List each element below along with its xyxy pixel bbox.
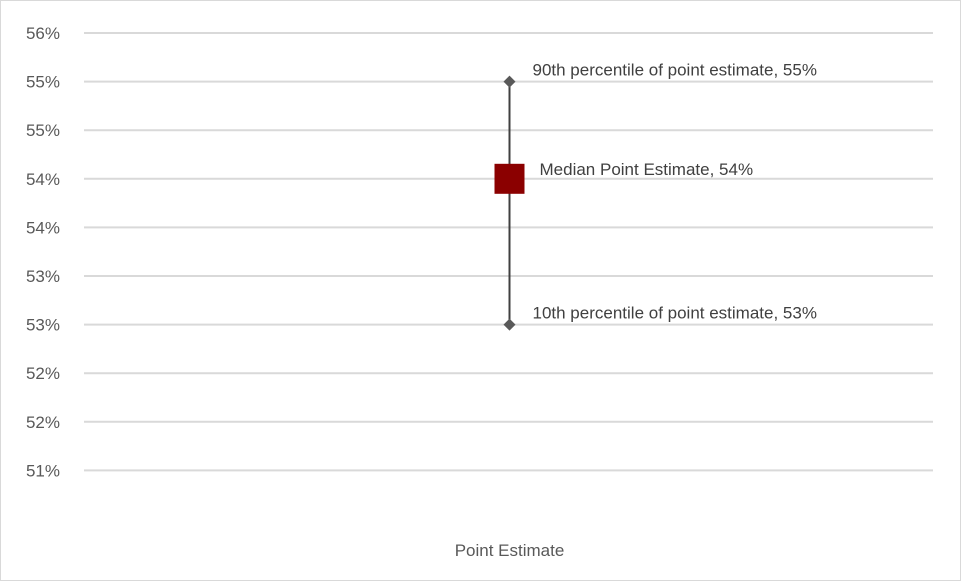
p10-data-label: 10th percentile of point estimate, 53% [533, 304, 817, 323]
y-tick-label: 53% [26, 316, 60, 335]
median-data-label: Median Point Estimate, 54% [540, 160, 754, 179]
data-labels: 90th percentile of point estimate, 55% Me… [533, 61, 817, 323]
y-tick-label: 56% [26, 24, 60, 43]
gridlines [84, 32, 933, 472]
p90-data-label: 90th percentile of point estimate, 55% [533, 61, 817, 80]
p10-marker [503, 318, 516, 331]
y-tick-label: 52% [26, 413, 60, 432]
y-tick-label: 55% [26, 121, 60, 140]
series [494, 75, 525, 331]
p90-marker [503, 75, 516, 88]
y-tick-label: 54% [26, 218, 60, 237]
y-tick-label: 53% [26, 267, 60, 286]
y-tick-label: 55% [26, 73, 60, 92]
y-tick-label: 51% [26, 461, 60, 480]
x-category-label: Point Estimate [455, 541, 565, 560]
y-tick-label: 54% [26, 170, 60, 189]
median-marker [494, 163, 525, 194]
y-axis-tick-labels: 56% 55% 55% 54% 54% 53% 53% 52% 52% 51% [26, 24, 60, 480]
y-tick-label: 52% [26, 364, 60, 383]
